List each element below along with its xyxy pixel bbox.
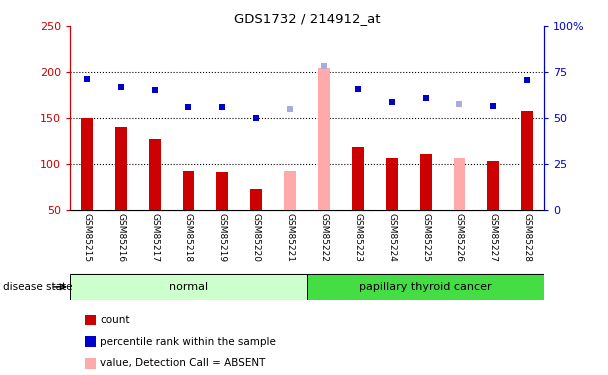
Bar	[149, 139, 161, 210]
Text: percentile rank within the sample: percentile rank within the sample	[100, 337, 276, 346]
Bar	[488, 161, 499, 210]
Text: GSM85221: GSM85221	[286, 213, 295, 261]
Text: GSM85215: GSM85215	[82, 213, 91, 262]
Bar	[352, 147, 364, 210]
Text: GSM85224: GSM85224	[387, 213, 396, 261]
Point	[387, 99, 396, 105]
Text: GSM85227: GSM85227	[489, 213, 498, 261]
Point	[455, 101, 465, 107]
Text: GSM85216: GSM85216	[116, 213, 125, 262]
Text: GSM85223: GSM85223	[353, 213, 362, 261]
Text: GSM85219: GSM85219	[218, 213, 227, 262]
Point	[285, 106, 295, 112]
Text: GSM85228: GSM85228	[523, 213, 532, 261]
Point	[82, 76, 92, 82]
Text: normal: normal	[169, 282, 208, 292]
Text: count: count	[100, 315, 130, 325]
Text: GSM85226: GSM85226	[455, 213, 464, 261]
Text: GSM85218: GSM85218	[184, 213, 193, 262]
Point	[488, 103, 498, 109]
Bar	[420, 154, 432, 210]
Text: GSM85225: GSM85225	[421, 213, 430, 261]
Bar	[250, 189, 262, 210]
Point	[251, 115, 261, 121]
Bar	[454, 158, 465, 210]
Text: GSM85220: GSM85220	[252, 213, 261, 261]
Bar	[521, 111, 533, 210]
Text: GSM85222: GSM85222	[319, 213, 328, 261]
Text: papillary thyroid cancer: papillary thyroid cancer	[359, 282, 492, 292]
Bar	[318, 68, 330, 210]
Text: value, Detection Call = ABSENT: value, Detection Call = ABSENT	[100, 358, 266, 368]
Point	[522, 76, 532, 82]
Bar	[81, 118, 93, 210]
Point	[116, 84, 126, 90]
Bar	[216, 172, 228, 210]
Bar	[386, 158, 398, 210]
Bar	[115, 128, 126, 210]
Bar	[182, 171, 195, 210]
Bar	[307, 274, 544, 300]
Bar	[284, 171, 296, 210]
Point	[184, 104, 193, 110]
Point	[353, 86, 363, 92]
Title: GDS1732 / 214912_at: GDS1732 / 214912_at	[234, 12, 380, 25]
Text: GSM85217: GSM85217	[150, 213, 159, 262]
Text: disease state: disease state	[3, 282, 72, 292]
Bar	[70, 274, 307, 300]
Point	[150, 87, 159, 93]
Point	[319, 63, 329, 69]
Point	[218, 104, 227, 110]
Point	[421, 95, 430, 101]
